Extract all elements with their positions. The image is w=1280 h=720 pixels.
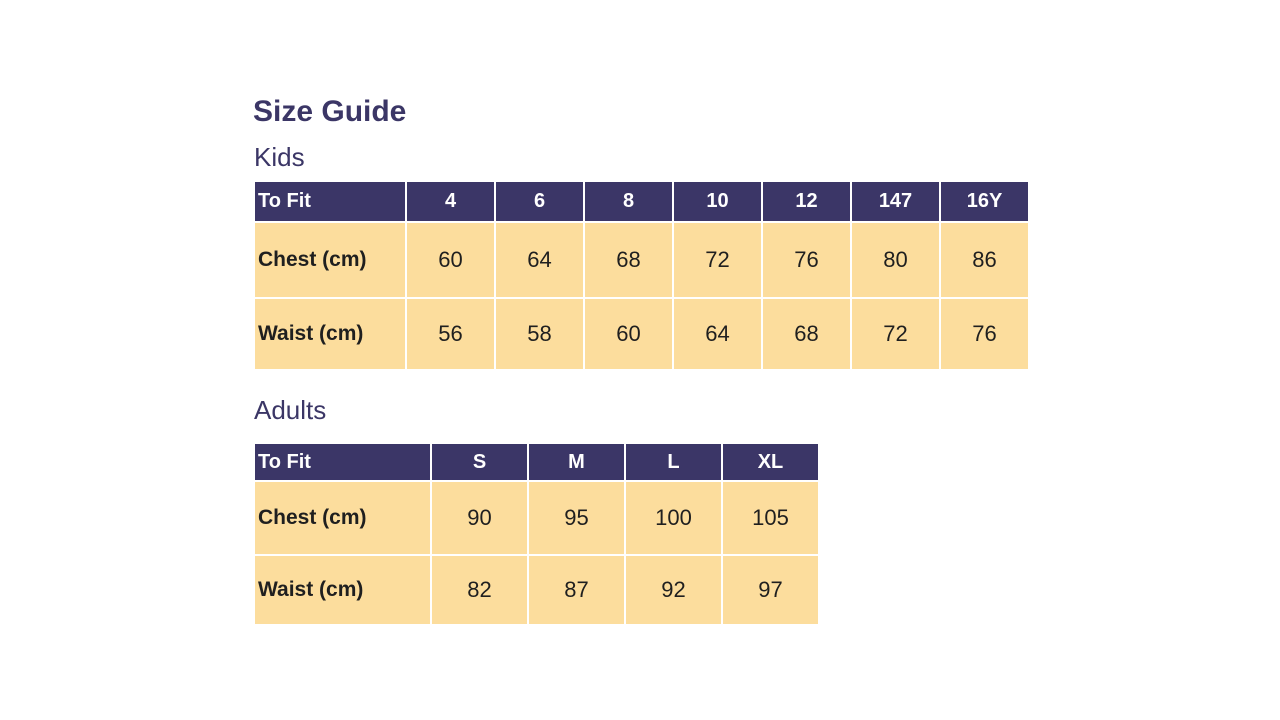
adults-header-size-l: L: [624, 442, 723, 482]
adults-chest-value: 105: [721, 480, 820, 556]
kids-chest-value: 64: [494, 221, 585, 299]
adults-waist-value: 87: [527, 554, 626, 626]
kids-waist-row: Waist (cm) 56 58 60 64 68 72 76: [253, 297, 1030, 371]
section-heading-adults: Adults: [254, 395, 327, 425]
kids-chest-row: Chest (cm) 60 64 68 72 76 80 86: [253, 221, 1030, 299]
kids-size-table: To Fit 4 6 8 10 12 147 16Y Chest (cm) 60…: [253, 180, 1030, 371]
kids-chest-value: 68: [583, 221, 674, 299]
adults-chest-value: 95: [527, 480, 626, 556]
section-heading-kids: Kids: [254, 142, 305, 172]
kids-waist-value: 68: [761, 297, 852, 371]
kids-header-size-147: 147: [850, 180, 941, 223]
adults-table-header-row: To Fit S M L XL: [253, 442, 820, 482]
adults-waist-label: Waist (cm): [253, 554, 432, 626]
kids-waist-value: 58: [494, 297, 585, 371]
adults-chest-value: 90: [430, 480, 529, 556]
kids-waist-label: Waist (cm): [253, 297, 407, 371]
adults-header-size-m: M: [527, 442, 626, 482]
adults-header-size-s: S: [430, 442, 529, 482]
kids-waist-value: 64: [672, 297, 763, 371]
kids-waist-value: 56: [405, 297, 496, 371]
adults-waist-value: 97: [721, 554, 820, 626]
adults-size-table: To Fit S M L XL Chest (cm) 90 95 100 105…: [253, 442, 820, 626]
adults-header-size-xl: XL: [721, 442, 820, 482]
adults-chest-value: 100: [624, 480, 723, 556]
page-title: Size Guide: [253, 95, 407, 128]
kids-chest-value: 72: [672, 221, 763, 299]
kids-table-header-row: To Fit 4 6 8 10 12 147 16Y: [253, 180, 1030, 223]
kids-header-size-16y: 16Y: [939, 180, 1030, 223]
kids-waist-value: 60: [583, 297, 674, 371]
kids-header-size-4: 4: [405, 180, 496, 223]
kids-waist-value: 72: [850, 297, 941, 371]
kids-chest-value: 80: [850, 221, 941, 299]
kids-header-to-fit: To Fit: [253, 180, 407, 223]
kids-header-size-6: 6: [494, 180, 585, 223]
kids-chest-value: 86: [939, 221, 1030, 299]
kids-header-size-10: 10: [672, 180, 763, 223]
adults-chest-label: Chest (cm): [253, 480, 432, 556]
kids-header-size-8: 8: [583, 180, 674, 223]
adults-waist-value: 92: [624, 554, 723, 626]
kids-header-size-12: 12: [761, 180, 852, 223]
kids-chest-label: Chest (cm): [253, 221, 407, 299]
adults-chest-row: Chest (cm) 90 95 100 105: [253, 480, 820, 556]
kids-chest-value: 76: [761, 221, 852, 299]
adults-waist-row: Waist (cm) 82 87 92 97: [253, 554, 820, 626]
kids-waist-value: 76: [939, 297, 1030, 371]
adults-waist-value: 82: [430, 554, 529, 626]
adults-header-to-fit: To Fit: [253, 442, 432, 482]
kids-chest-value: 60: [405, 221, 496, 299]
